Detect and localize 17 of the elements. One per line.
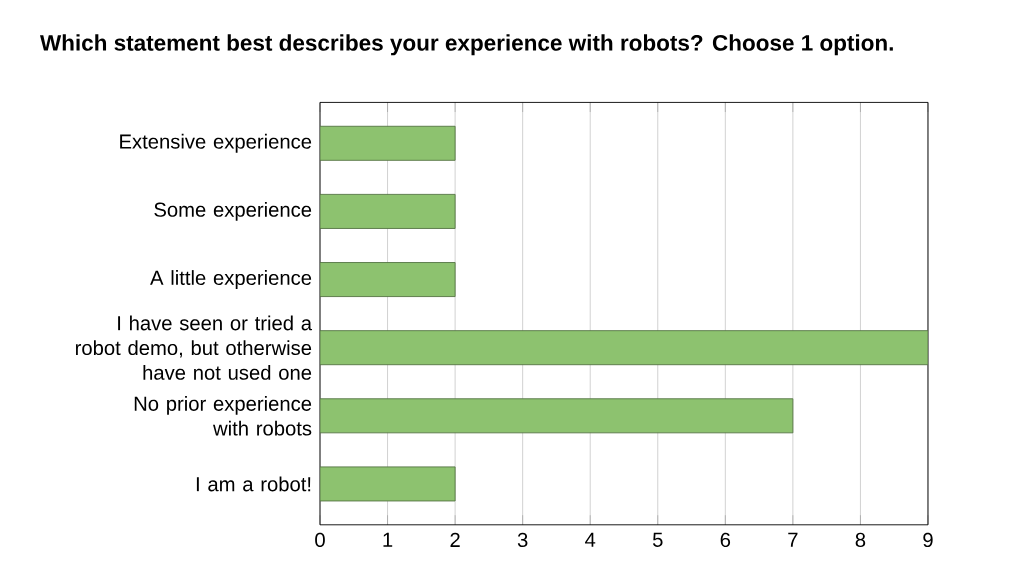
x-tick-label: 7 xyxy=(788,532,798,547)
y-tick-label: Some experience xyxy=(154,201,312,221)
y-tick-label: No prior experience with robots xyxy=(134,395,312,436)
y-tick-label: Extensive experience xyxy=(120,133,312,153)
x-tick-label: 5 xyxy=(652,532,663,547)
y-tick-label: A little experience xyxy=(150,270,312,289)
x-tick-label: 2 xyxy=(450,532,460,547)
x-tick-label: 6 xyxy=(720,532,731,548)
x-tick-label: 4 xyxy=(585,532,596,547)
chart-title: Which statement best describes your experience with robots? Choose 1 option. xyxy=(39,34,893,56)
y-tick-label: I am a robot! xyxy=(196,476,311,492)
x-tick-label: 9 xyxy=(923,532,933,548)
x-tick-label: 1 xyxy=(383,532,393,547)
x-tick-label: 0 xyxy=(315,532,325,548)
y-tick-label: I have seen or tried a robot demo, but otherwise have not used one xyxy=(75,315,313,380)
x-tick-label: 3 xyxy=(517,532,528,548)
x-tick-label: 8 xyxy=(855,532,866,548)
